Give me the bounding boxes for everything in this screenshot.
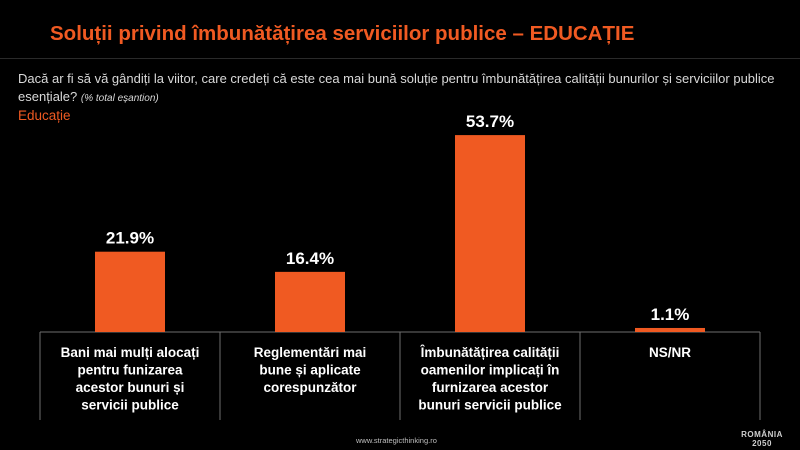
chart-subtitle: Educație — [18, 108, 71, 123]
value-label: 1.1% — [651, 305, 690, 324]
slide-title: Soluții privind îmbunătățirea serviciilo… — [50, 22, 635, 45]
category-label: NS/NR — [649, 345, 691, 360]
survey-question: Dacă ar fi să vă gândiți la viitor, care… — [18, 70, 788, 107]
bar — [635, 327, 705, 332]
bar — [95, 251, 165, 332]
category-label: Reglementări mai bune și aplicate corespun… — [254, 345, 367, 395]
category-label: Îmbunătățirea calității oamenilor implica… — [418, 345, 562, 413]
romania-2050-logo: ROMÂNIA 2050 — [732, 430, 792, 448]
title-divider — [0, 58, 800, 59]
footer-url: www.strategicthinking.ro — [356, 436, 437, 445]
bar — [275, 271, 345, 332]
logo-line-2: 2050 — [752, 439, 772, 448]
value-label: 53.7% — [466, 112, 514, 131]
category-label: Bani mai mulți alocați pentru funizarea ac… — [61, 345, 200, 413]
logo-line-1: ROMÂNIA — [741, 430, 783, 439]
bar — [455, 135, 525, 332]
question-note: (% total eșantion) — [80, 92, 159, 104]
question-text: Dacă ar fi să vă gândiți la viitor, care… — [18, 71, 775, 104]
value-label: 16.4% — [286, 249, 334, 268]
value-label: 21.9% — [106, 229, 154, 248]
